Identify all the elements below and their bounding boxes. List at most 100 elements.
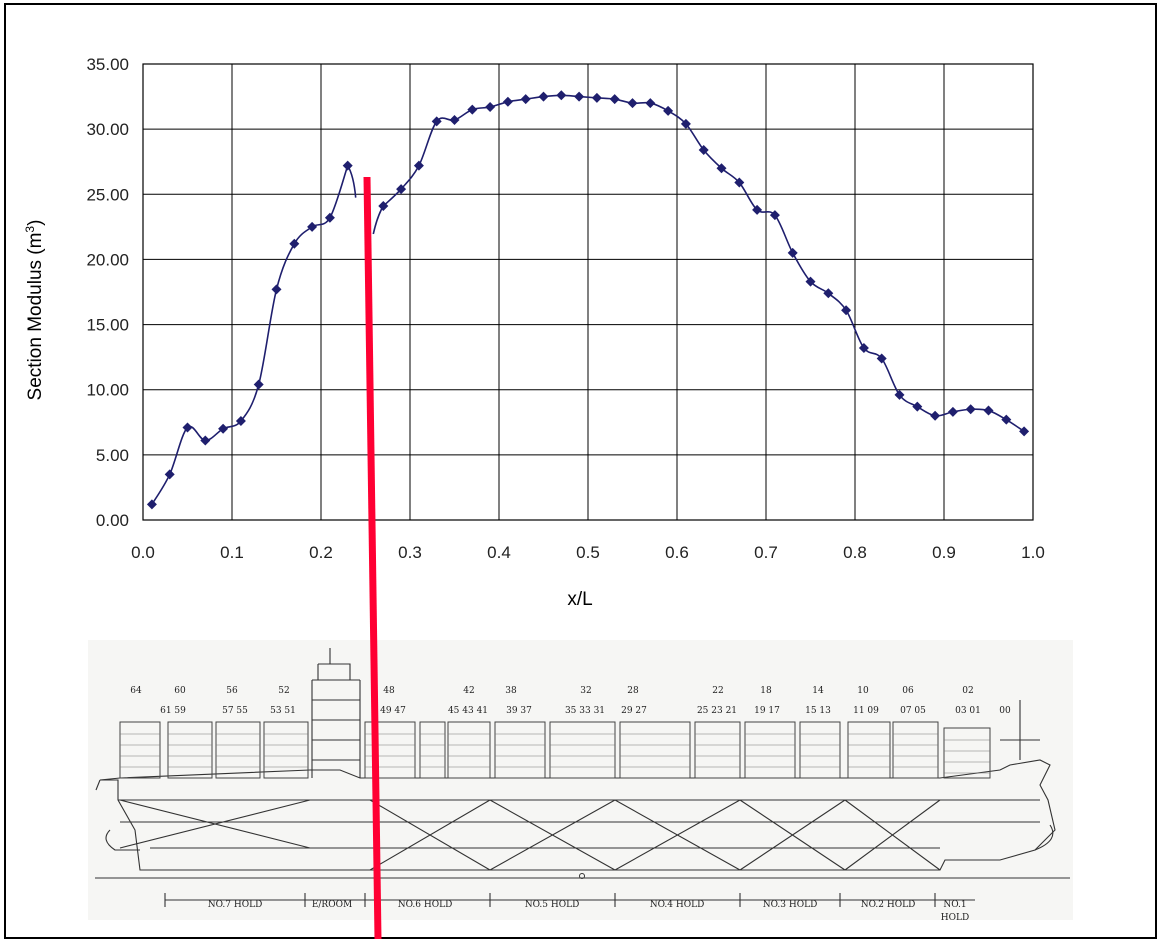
y-tick-label: 25.00: [86, 185, 129, 204]
bay-number-top: 60: [174, 686, 186, 696]
data-point: [218, 423, 229, 434]
container-stack: [419, 721, 446, 779]
data-point: [1001, 414, 1012, 425]
bay-number-top: 18: [760, 686, 772, 696]
bay-number-top: 32: [580, 686, 591, 696]
bay-number-bottom: 03 01: [955, 706, 981, 716]
data-point: [876, 353, 887, 364]
data-point: [983, 405, 994, 416]
x-tick-label: 0.4: [487, 543, 511, 562]
data-point: [324, 212, 335, 223]
hold-label: NO.7 HOLD: [208, 900, 263, 910]
data-point: [396, 184, 407, 195]
y-tick-label: 20.00: [86, 250, 129, 269]
y-tick-label: 5.00: [96, 446, 129, 465]
data-point: [609, 94, 620, 105]
data-point: [858, 343, 869, 354]
x-tick-label: 0.3: [398, 543, 422, 562]
data-point: [752, 204, 763, 215]
bay-number-bottom: 35 33 31: [565, 706, 605, 716]
x-tick-label: 0.1: [220, 543, 244, 562]
x-axis-label: x/L: [567, 589, 592, 610]
container-stack: [694, 721, 741, 779]
x-tick-label: 0.0: [131, 543, 155, 562]
data-point: [965, 404, 976, 415]
bay-number-bottom: 61 59: [160, 706, 186, 716]
container-stack: [744, 721, 796, 779]
ship-profile-drawing: 64 60 56 52 48 42 38 32 28 22 18 14 10 06 02 61 59 57 5…: [88, 640, 1073, 923]
bay-number-bottom: 39 37: [506, 706, 532, 716]
bay-number-bottom: 07 05: [900, 706, 926, 716]
data-point: [342, 160, 353, 171]
data-point: [841, 305, 852, 316]
x-tick-label: 0.8: [843, 543, 867, 562]
data-point: [627, 98, 638, 109]
y-tick-label: 15.00: [86, 316, 129, 335]
x-tick-label: 0.6: [665, 543, 689, 562]
data-point: [805, 276, 816, 287]
data-point: [912, 401, 923, 412]
hold-label: NO.1: [943, 900, 966, 910]
bay-number-top: 02: [962, 686, 973, 696]
bay-number-top: 10: [857, 686, 869, 696]
container-stack: [494, 721, 546, 779]
container-stack: [799, 721, 841, 779]
y-axis-label-text: Section Modulus (m: [25, 233, 46, 401]
x-tick-label: 0.7: [754, 543, 778, 562]
data-point: [698, 144, 709, 155]
container-stack: [943, 727, 991, 779]
bay-number-top: 42: [463, 686, 474, 696]
bay-number-bottom: 25 23 21: [697, 706, 737, 716]
data-point: [538, 91, 549, 102]
data-point: [378, 201, 389, 212]
container-stack: [215, 721, 261, 779]
data-point: [307, 221, 318, 232]
midship-mark: [579, 873, 585, 879]
x-tick-label: 0.2: [309, 543, 333, 562]
y-axis-label: Section Modulus (m3): [23, 220, 46, 401]
data-point: [556, 90, 567, 101]
x-tick-label: 0.9: [932, 543, 956, 562]
data-point: [769, 210, 780, 221]
data-point: [467, 104, 478, 115]
data-point: [716, 163, 727, 174]
bay-number-bottom: 49 47: [380, 706, 406, 716]
x-tick-label: 1.0: [1021, 543, 1045, 562]
ship-drawing-background: [88, 640, 1073, 920]
data-point: [253, 379, 264, 390]
ship-hull-lines: [95, 648, 1070, 907]
bay-number-bottom: 15 13: [805, 706, 831, 716]
data-point: [146, 499, 157, 510]
bay-number-top: 06: [902, 686, 914, 696]
data-point: [235, 415, 246, 426]
hold-label: NO.5 HOLD: [525, 900, 580, 910]
container-stack: [447, 721, 491, 779]
container-stack: [167, 721, 213, 779]
data-point: [645, 98, 656, 109]
container-stack: [847, 721, 891, 779]
y-tick-label: 0.00: [96, 511, 129, 530]
container-stack: [263, 721, 309, 779]
bay-numbers-top: 64 60 56 52 48 42 38 32 28 22 18 14 10 06 02: [130, 686, 973, 696]
bay-number-bottom: 53 51: [270, 706, 296, 716]
data-point: [663, 105, 674, 116]
bay-number-top: 22: [712, 686, 723, 696]
y-tick-labels: 0.00 5.00 10.00 15.00 20.00 25.00 30.00 35.00: [86, 55, 129, 530]
container-stack: [119, 721, 161, 779]
data-point: [164, 469, 175, 480]
bay-number-top: 38: [505, 686, 517, 696]
data-point: [502, 96, 513, 107]
data-point: [182, 422, 193, 433]
data-point: [823, 288, 834, 299]
data-point: [271, 284, 282, 295]
bay-number-bottom: 11 09: [853, 706, 879, 716]
bay-number-bottom: 00: [999, 706, 1011, 716]
y-tick-label: 10.00: [86, 381, 129, 400]
data-point: [574, 91, 585, 102]
y-tick-label: 35.00: [86, 55, 129, 74]
hold-label: NO.2 HOLD: [861, 900, 916, 910]
bay-number-top: 52: [278, 686, 289, 696]
data-point: [947, 406, 958, 417]
bay-number-bottom: 45 43 41: [448, 706, 488, 716]
data-point: [485, 101, 496, 112]
